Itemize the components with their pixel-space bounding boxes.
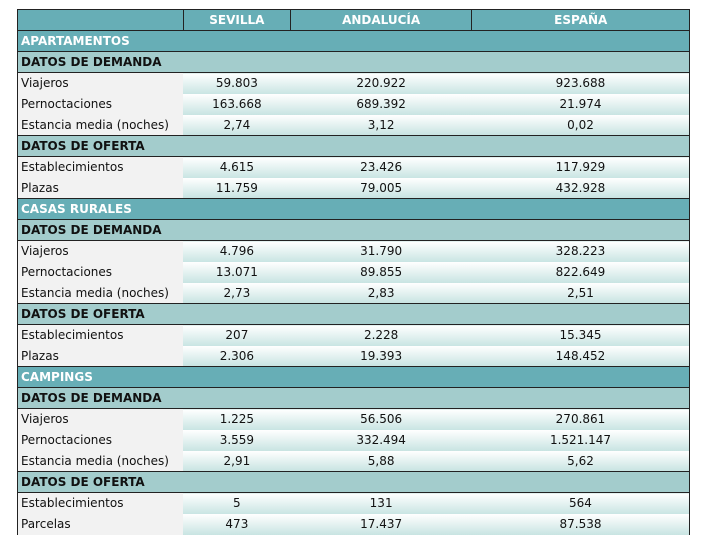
cell-value: 2.228 — [290, 324, 472, 346]
table-row: Pernoctaciones 3.559 332.494 1.521.147 — [17, 429, 690, 451]
cell-value: 148.452 — [471, 345, 690, 367]
cell-value: 270.861 — [471, 408, 690, 430]
cell-value: 19.393 — [290, 345, 472, 367]
row-label: Pernoctaciones — [17, 429, 184, 451]
group-title: DATOS DE DEMANDA — [17, 51, 690, 73]
group-row: DATOS DE DEMANDA — [17, 219, 690, 241]
row-label: Pernoctaciones — [17, 93, 184, 115]
row-label: Establecimientos — [17, 156, 184, 178]
cell-value: 2,83 — [290, 282, 472, 304]
cell-value: 328.223 — [471, 240, 690, 262]
section-title: APARTAMENTOS — [17, 30, 690, 52]
cell-value: 87.538 — [471, 513, 690, 535]
cell-value: 17.437 — [290, 513, 472, 535]
cell-value: 3,12 — [290, 114, 472, 136]
row-label: Viajeros — [17, 408, 184, 430]
header-row: SEVILLA ANDALUCÍA ESPAÑA — [17, 9, 690, 31]
header-espana: ESPAÑA — [471, 9, 690, 31]
group-row: DATOS DE OFERTA — [17, 303, 690, 325]
table-row: Estancia media (noches) 2,73 2,83 2,51 — [17, 282, 690, 304]
cell-value: 23.426 — [290, 156, 472, 178]
group-title: DATOS DE DEMANDA — [17, 219, 690, 241]
group-title: DATOS DE OFERTA — [17, 303, 690, 325]
table-row: Pernoctaciones 13.071 89.855 822.649 — [17, 261, 690, 283]
cell-value: 332.494 — [290, 429, 472, 451]
section-title: CASAS RURALES — [17, 198, 690, 220]
header-blank — [17, 9, 184, 31]
row-label: Plazas — [17, 345, 184, 367]
cell-value: 56.506 — [290, 408, 472, 430]
table-row: Establecimientos 207 2.228 15.345 — [17, 324, 690, 346]
cell-value: 21.974 — [471, 93, 690, 115]
table-row: Viajeros 59.803 220.922 923.688 — [17, 72, 690, 94]
table-row: Estancia media (noches) 2,91 5,88 5,62 — [17, 450, 690, 472]
cell-value: 4.796 — [183, 240, 291, 262]
table-row: Establecimientos 4.615 23.426 117.929 — [17, 156, 690, 178]
cell-value: 59.803 — [183, 72, 291, 94]
group-title: DATOS DE OFERTA — [17, 135, 690, 157]
table-row: Viajeros 4.796 31.790 328.223 — [17, 240, 690, 262]
section-row: CASAS RURALES — [17, 198, 690, 220]
cell-value: 131 — [290, 492, 472, 514]
group-row: DATOS DE OFERTA — [17, 471, 690, 493]
cell-value: 3.559 — [183, 429, 291, 451]
cell-value: 564 — [471, 492, 690, 514]
section-row: APARTAMENTOS — [17, 30, 690, 52]
row-label: Viajeros — [17, 72, 184, 94]
cell-value: 923.688 — [471, 72, 690, 94]
cell-value: 4.615 — [183, 156, 291, 178]
cell-value: 0,02 — [471, 114, 690, 136]
cell-value: 117.929 — [471, 156, 690, 178]
row-label: Parcelas — [17, 513, 184, 535]
cell-value: 31.790 — [290, 240, 472, 262]
cell-value: 689.392 — [290, 93, 472, 115]
cell-value: 1.521.147 — [471, 429, 690, 451]
header-andalucia: ANDALUCÍA — [289, 9, 473, 31]
cell-value: 2,51 — [471, 282, 690, 304]
section-title: CAMPINGS — [17, 366, 690, 388]
cell-value: 89.855 — [290, 261, 472, 283]
row-label: Establecimientos — [17, 324, 184, 346]
row-label: Plazas — [17, 177, 184, 199]
cell-value: 822.649 — [471, 261, 690, 283]
header-sevilla: SEVILLA — [182, 9, 291, 31]
table-row: Viajeros 1.225 56.506 270.861 — [17, 408, 690, 430]
table-row: Plazas 2.306 19.393 148.452 — [17, 345, 690, 367]
row-label: Estancia media (noches) — [17, 450, 184, 472]
section-row: CAMPINGS — [17, 366, 690, 388]
cell-value: 2,91 — [183, 450, 291, 472]
table-row: Plazas 11.759 79.005 432.928 — [17, 177, 690, 199]
cell-value: 13.071 — [183, 261, 291, 283]
row-label: Estancia media (noches) — [17, 114, 184, 136]
cell-value: 163.668 — [183, 93, 291, 115]
cell-value: 15.345 — [471, 324, 690, 346]
tourism-statistics-table: SEVILLA ANDALUCÍA ESPAÑA APARTAMENTOS DAT… — [17, 9, 690, 535]
cell-value: 207 — [183, 324, 291, 346]
cell-value: 79.005 — [290, 177, 472, 199]
cell-value: 473 — [183, 513, 291, 535]
group-row: DATOS DE DEMANDA — [17, 387, 690, 409]
table-row: Establecimientos 5 131 564 — [17, 492, 690, 514]
cell-value: 2,74 — [183, 114, 291, 136]
table-row: Pernoctaciones 163.668 689.392 21.974 — [17, 93, 690, 115]
group-title: DATOS DE DEMANDA — [17, 387, 690, 409]
cell-value: 432.928 — [471, 177, 690, 199]
group-title: DATOS DE OFERTA — [17, 471, 690, 493]
group-row: DATOS DE OFERTA — [17, 135, 690, 157]
row-label: Estancia media (noches) — [17, 282, 184, 304]
row-label: Establecimientos — [17, 492, 184, 514]
cell-value: 2.306 — [183, 345, 291, 367]
cell-value: 220.922 — [290, 72, 472, 94]
group-row: DATOS DE DEMANDA — [17, 51, 690, 73]
cell-value: 1.225 — [183, 408, 291, 430]
cell-value: 5,88 — [290, 450, 472, 472]
cell-value: 2,73 — [183, 282, 291, 304]
cell-value: 5 — [183, 492, 291, 514]
cell-value: 11.759 — [183, 177, 291, 199]
table-row: Parcelas 473 17.437 87.538 — [17, 513, 690, 535]
row-label: Pernoctaciones — [17, 261, 184, 283]
cell-value: 5,62 — [471, 450, 690, 472]
row-label: Viajeros — [17, 240, 184, 262]
table-row: Estancia media (noches) 2,74 3,12 0,02 — [17, 114, 690, 136]
